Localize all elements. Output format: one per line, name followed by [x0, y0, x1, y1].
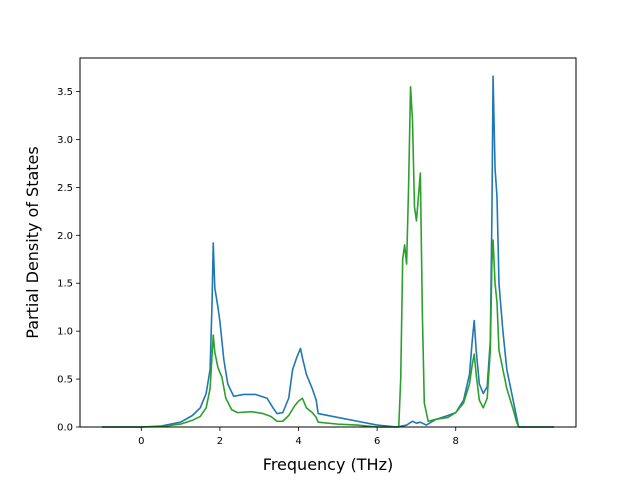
x-tick-label: 6 [374, 436, 380, 447]
y-tick-label: 1.5 [57, 279, 73, 290]
series-line-2 [102, 85, 554, 428]
y-tick-label: 2.0 [57, 231, 73, 242]
y-tick-label: 1.0 [57, 327, 73, 338]
x-tick-label: 0 [138, 436, 144, 447]
y-axis-title: Partial Density of States [23, 146, 42, 338]
x-axis-title: Frequency (THz) [263, 455, 393, 474]
y-tick-label: 3.5 [57, 87, 73, 98]
y-tick-label: 2.5 [57, 183, 73, 194]
y-tick-label: 0.0 [57, 423, 73, 434]
plot-area-frame [79, 57, 577, 428]
y-axis: 0.0 0.5 1.0 1.5 2.0 2.5 3.0 3.5 [57, 87, 80, 434]
series-layer [102, 75, 554, 428]
x-tick-label: 4 [295, 436, 301, 447]
y-tick-label: 3.0 [57, 135, 73, 146]
y-tick-label: 0.5 [57, 375, 73, 386]
x-tick-label: 8 [453, 436, 459, 447]
x-tick-label: 2 [217, 436, 223, 447]
x-axis: 0 2 4 6 8 [138, 427, 459, 447]
